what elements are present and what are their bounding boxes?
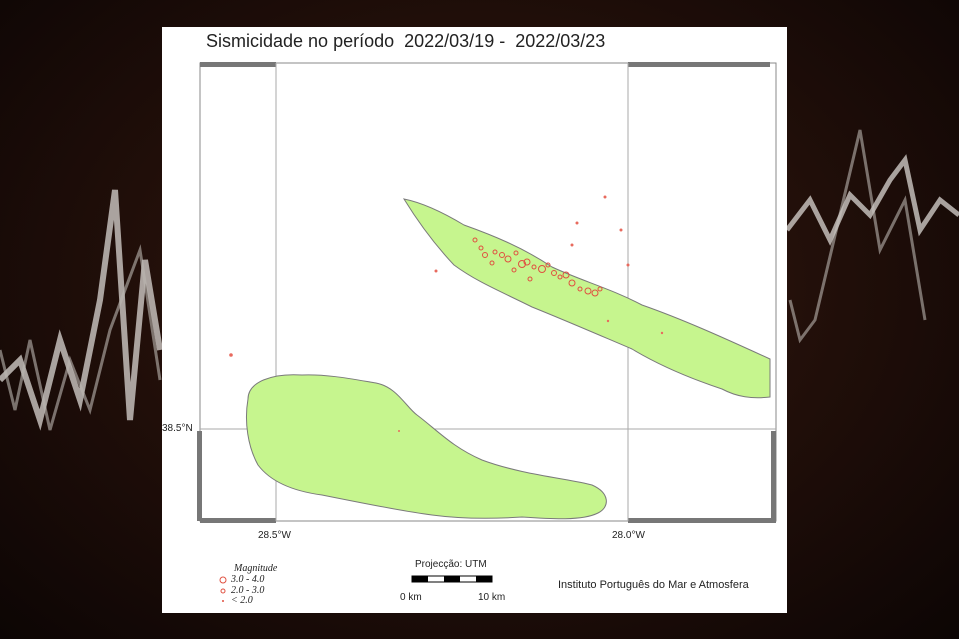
event-marker (531, 264, 537, 270)
event-marker (482, 252, 488, 258)
event-marker (562, 271, 570, 279)
event-marker (527, 276, 533, 282)
projection-label: Projecção: UTM (415, 559, 487, 570)
legend-medium-circle-icon (220, 588, 226, 594)
event-marker (597, 286, 603, 292)
island-pico (245, 374, 607, 520)
legend-item-medium: 2.0 - 3.0 (231, 585, 264, 596)
frame-bar-top-right (628, 62, 770, 67)
island-sao-jorge (402, 198, 771, 399)
event-dot (229, 353, 233, 357)
scale-bar (411, 575, 493, 583)
event-dot (575, 221, 579, 225)
event-marker (551, 270, 557, 276)
seismic-events (472, 237, 603, 297)
event-marker (518, 260, 526, 268)
event-dot (434, 269, 438, 273)
latitude-label: 38.5°N (162, 423, 193, 434)
event-dot (398, 430, 400, 432)
institute-credit: Instituto Português do Mar e Atmosfera (558, 579, 749, 591)
frame-bar-left (197, 431, 202, 521)
event-marker (492, 249, 498, 255)
seismicity-map: Sismicidade no período 2022/03/19 - 2022… (162, 27, 787, 613)
frame-bar-bottom-left (200, 518, 276, 523)
legend-item-small: < 2.0 (231, 595, 253, 606)
legend-item-label: 3.0 - 4.0 (231, 574, 265, 585)
event-dot (626, 263, 630, 267)
legend-item-large: 3.0 - 4.0 (231, 574, 264, 585)
event-marker (478, 245, 484, 251)
event-marker (557, 274, 563, 280)
event-dot (619, 228, 623, 232)
scale-start-label: 0 km (400, 592, 422, 603)
event-marker (504, 255, 512, 263)
map-canvas (197, 62, 777, 602)
legend-large-circle-icon (219, 576, 227, 584)
event-marker (511, 267, 517, 273)
frame-bar-right (771, 431, 776, 521)
event-dot (603, 195, 607, 199)
event-marker (577, 286, 583, 292)
legend-small-dot-icon (222, 600, 224, 602)
legend-item-label: < 2.0 (231, 595, 253, 606)
event-marker (513, 250, 519, 256)
event-dot (606, 319, 610, 323)
event-marker (489, 260, 495, 266)
seismic-events-small (229, 195, 664, 432)
frame-bar-top-left (200, 62, 276, 67)
event-marker (499, 252, 505, 258)
frame-bar-bottom-right (628, 518, 776, 523)
scale-end-label: 10 km (478, 592, 506, 603)
event-marker (584, 287, 592, 295)
event-marker (523, 258, 531, 266)
event-dot (570, 243, 574, 247)
event-marker (545, 262, 551, 268)
longitude-label-28-0w: 28.0°W (612, 530, 645, 541)
event-marker (591, 289, 599, 297)
map-title: Sismicidade no período 2022/03/19 - 2022… (206, 31, 606, 51)
legend-item-label: 2.0 - 3.0 (231, 585, 265, 596)
longitude-label-28-5w: 28.5°W (258, 530, 291, 541)
event-marker (568, 279, 576, 287)
event-marker (538, 265, 546, 273)
event-marker (472, 237, 478, 243)
event-dot (660, 331, 664, 335)
legend-title: Magnitude (234, 563, 278, 574)
